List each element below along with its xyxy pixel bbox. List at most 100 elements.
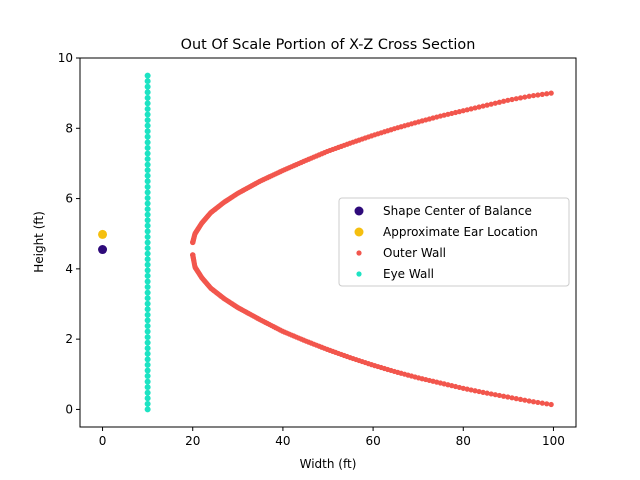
data-point [544, 401, 550, 407]
data-point [492, 392, 498, 398]
data-point [488, 391, 494, 397]
data-point [144, 256, 151, 263]
data-point [144, 400, 151, 407]
data-point [144, 78, 151, 85]
data-point [144, 117, 151, 124]
data-point [144, 261, 151, 268]
data-point [535, 399, 541, 406]
data-point [509, 96, 515, 103]
data-point [526, 93, 532, 99]
data-point [460, 385, 466, 391]
data-point [144, 89, 151, 96]
data-point [144, 367, 151, 374]
data-point [144, 233, 151, 240]
x-tick-label: 40 [275, 434, 290, 448]
x-tick-label: 100 [542, 434, 565, 448]
data-point [144, 211, 151, 218]
data-point [144, 289, 151, 296]
data-point [456, 384, 462, 391]
data-point [522, 94, 528, 100]
legend-label: Outer Wall [383, 246, 446, 260]
data-point [144, 156, 151, 163]
y-tick-label: 10 [58, 51, 73, 65]
data-point [530, 399, 537, 405]
data-point [144, 200, 151, 207]
legend: Shape Center of Balance Approximate Ear L… [338, 197, 570, 287]
data-point [144, 206, 151, 213]
data-point [144, 356, 151, 363]
data-point [144, 395, 151, 402]
data-point [517, 396, 524, 403]
data-point [144, 111, 151, 118]
legend-label: Shape Center of Balance [383, 204, 532, 218]
data-point [144, 284, 151, 291]
data-point [144, 361, 151, 368]
data-point [513, 96, 519, 102]
data-point [144, 122, 151, 129]
data-point [144, 144, 151, 151]
data-point [144, 172, 151, 179]
data-layer [98, 72, 554, 413]
x-tick-label: 0 [99, 434, 107, 448]
data-point [144, 194, 151, 201]
x-tick-label: 60 [365, 434, 380, 448]
data-point [456, 109, 462, 115]
data-point [144, 378, 151, 385]
data-point [98, 229, 108, 239]
data-point [472, 388, 478, 394]
data-point [144, 183, 151, 190]
y-tick-label: 2 [65, 332, 73, 346]
data-point [539, 400, 545, 406]
y-axis-label: Height (ft) [32, 211, 46, 273]
data-point [484, 102, 490, 108]
data-point [144, 295, 151, 302]
x-tick-label: 20 [185, 434, 200, 448]
data-point [144, 345, 151, 352]
data-point [509, 395, 515, 401]
legend-marker [356, 250, 362, 256]
data-point [472, 105, 478, 111]
data-point [144, 278, 151, 285]
data-point [468, 106, 474, 112]
legend-label: Eye Wall [383, 267, 434, 281]
data-point [144, 100, 151, 107]
data-point [522, 397, 528, 403]
data-point [476, 104, 482, 110]
data-point [488, 101, 494, 107]
data-point [468, 387, 474, 393]
chart-title: Out Of Scale Portion of X-Z Cross Sectio… [181, 37, 476, 53]
legend-label: Approximate Ear Location [383, 225, 538, 239]
data-point [530, 92, 537, 99]
data-point [460, 108, 466, 114]
data-point [496, 392, 503, 399]
data-point [517, 95, 524, 101]
y-tick-label: 8 [65, 121, 73, 135]
series-1 [98, 229, 108, 239]
data-point [476, 388, 482, 395]
data-point [144, 83, 151, 90]
data-point [501, 393, 507, 399]
legend-marker [354, 227, 364, 237]
ticks-layer: 0 20 40 60 80 100 0 2 4 6 8 10 [58, 51, 565, 448]
data-point [492, 100, 498, 106]
data-point [144, 128, 151, 135]
data-point [144, 272, 151, 279]
legend-marker [356, 271, 362, 277]
data-point [144, 105, 151, 112]
data-point [144, 167, 151, 174]
data-point [144, 389, 151, 396]
series-2 [190, 90, 554, 408]
legend-marker [354, 206, 364, 216]
data-point [501, 98, 507, 104]
data-point [484, 390, 490, 396]
data-point [144, 311, 151, 318]
data-point [144, 72, 151, 79]
data-point [144, 133, 151, 140]
data-point [144, 189, 151, 196]
data-point [144, 250, 151, 257]
data-point [548, 401, 554, 408]
data-point [144, 384, 151, 391]
data-point [144, 239, 151, 246]
data-point [144, 328, 151, 335]
